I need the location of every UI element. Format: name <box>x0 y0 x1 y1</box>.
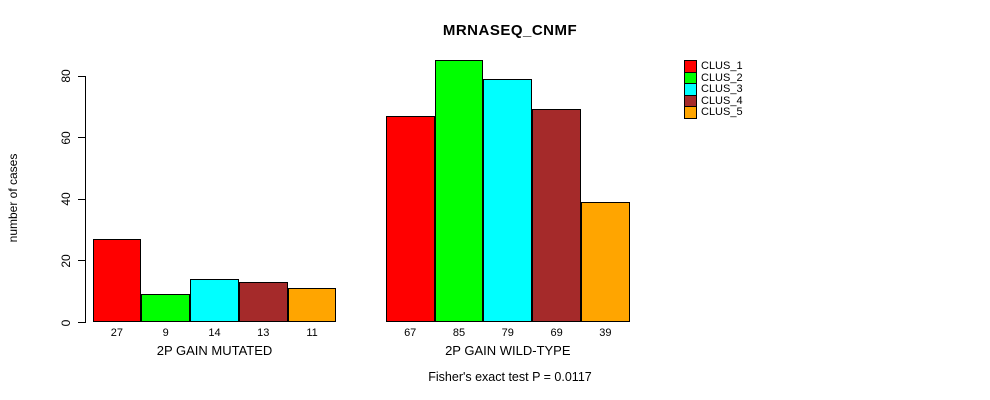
y-tick-mark <box>78 75 86 77</box>
bar-value-label: 39 <box>599 327 612 339</box>
group-label: 2P GAIN MUTATED <box>156 343 273 358</box>
bar-value-label: 67 <box>404 327 417 339</box>
bar-clus_4-mutated <box>239 282 288 322</box>
y-tick-label: 80 <box>59 69 73 83</box>
bar-clus_3-wild-type <box>483 79 532 322</box>
legend-label-clus_5: CLUS_5 <box>701 106 743 118</box>
chart-title: MRNASEQ_CNMF <box>442 22 578 39</box>
bar-clus_1-wild-type <box>386 116 435 322</box>
bar-value-label: 13 <box>257 327 270 339</box>
bar-clus_5-wild-type <box>581 202 630 322</box>
legend-swatch-clus_5 <box>684 106 697 119</box>
bar-clus_2-wild-type <box>435 60 483 322</box>
group-label: 2P GAIN WILD-TYPE <box>445 343 571 358</box>
y-tick-mark <box>78 137 86 139</box>
y-tick-mark <box>78 260 86 262</box>
y-tick-label: 60 <box>59 130 73 145</box>
legend-label-clus_2: CLUS_2 <box>701 72 743 84</box>
bar-clus_1-mutated <box>93 239 141 322</box>
bar-value-label: 14 <box>208 327 221 339</box>
bar-value-label: 79 <box>501 327 514 339</box>
bar-clus_3-mutated <box>190 279 239 322</box>
y-tick-mark <box>78 198 86 200</box>
legend-label-clus_3: CLUS_3 <box>701 83 743 95</box>
bar-clus_2-mutated <box>141 294 190 322</box>
bar-value-label: 11 <box>306 327 318 339</box>
footnote-text: Fisher's exact test P = 0.0117 <box>428 370 592 384</box>
y-tick-label: 0 <box>59 319 73 326</box>
bar-value-label: 69 <box>550 327 563 339</box>
bar-clus_4-wild-type <box>532 109 581 322</box>
y-tick-label: 40 <box>59 192 73 206</box>
y-tick-mark <box>78 322 86 323</box>
y-axis-label: number of cases <box>6 153 20 243</box>
legend-label-clus_4: CLUS_4 <box>701 95 743 107</box>
bar-value-label: 85 <box>452 327 466 339</box>
legend-label-clus_1: CLUS_1 <box>701 60 743 72</box>
y-tick-label: 20 <box>59 254 73 268</box>
bar-value-label: 27 <box>110 327 124 339</box>
bar-value-label: 9 <box>162 327 169 339</box>
bar-clus_5-mutated <box>288 288 336 322</box>
